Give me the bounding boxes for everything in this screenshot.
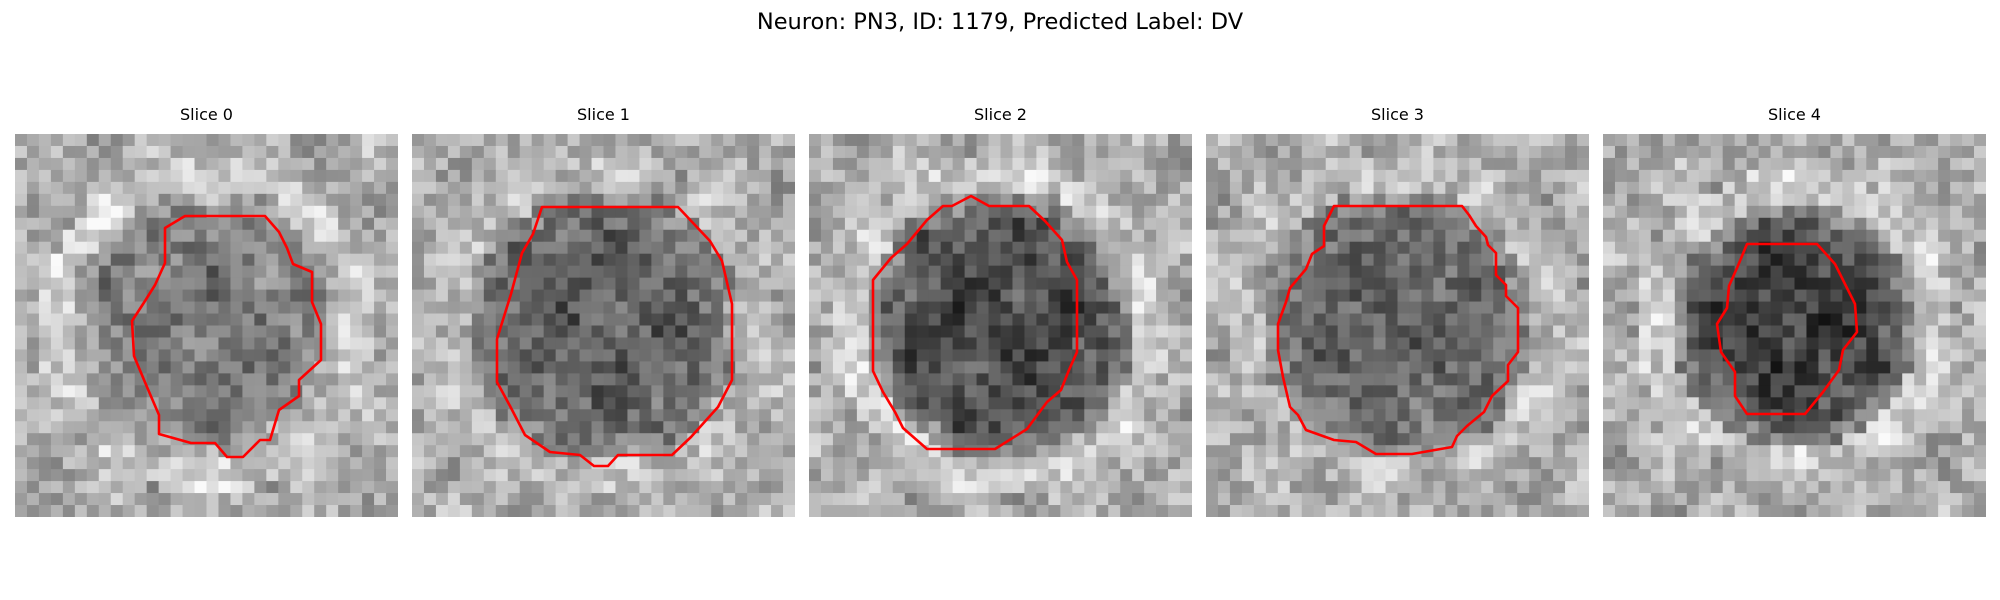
microscopy-slice-image xyxy=(1603,134,1986,517)
pixel-texture xyxy=(809,134,1192,517)
pixel-texture xyxy=(412,134,795,517)
slice-panel-0: Slice 0 xyxy=(15,105,398,518)
slice-title: Slice 3 xyxy=(1371,105,1424,124)
slice-panel-2: Slice 2 xyxy=(809,105,1192,518)
slice-title: Slice 4 xyxy=(1768,105,1821,124)
microscopy-slice-image xyxy=(1206,134,1589,517)
neuron-contour-outline xyxy=(130,214,323,459)
slice-panel-3: Slice 3 xyxy=(1206,105,1589,518)
neuron-contour-outline xyxy=(1276,204,1520,456)
slice-title: Slice 2 xyxy=(974,105,1027,124)
microscopy-slice-image xyxy=(809,134,1192,517)
pixel-texture xyxy=(1603,134,1986,517)
neuron-contour-outline xyxy=(871,194,1079,451)
microscopy-slice-image xyxy=(412,134,795,517)
neuron-contour-outline xyxy=(1715,242,1859,416)
microscopy-slice-image xyxy=(15,134,398,517)
slice-title: Slice 1 xyxy=(577,105,630,124)
slice-panel-4: Slice 4 xyxy=(1603,105,1986,518)
pixel-texture xyxy=(15,134,398,517)
slice-title: Slice 0 xyxy=(180,105,233,124)
slice-panel-1: Slice 1 xyxy=(412,105,795,518)
figure-title: Neuron: PN3, ID: 1179, Predicted Label: … xyxy=(756,9,1244,35)
pixel-texture xyxy=(1206,134,1589,517)
neuron-contour-outline xyxy=(495,205,734,468)
